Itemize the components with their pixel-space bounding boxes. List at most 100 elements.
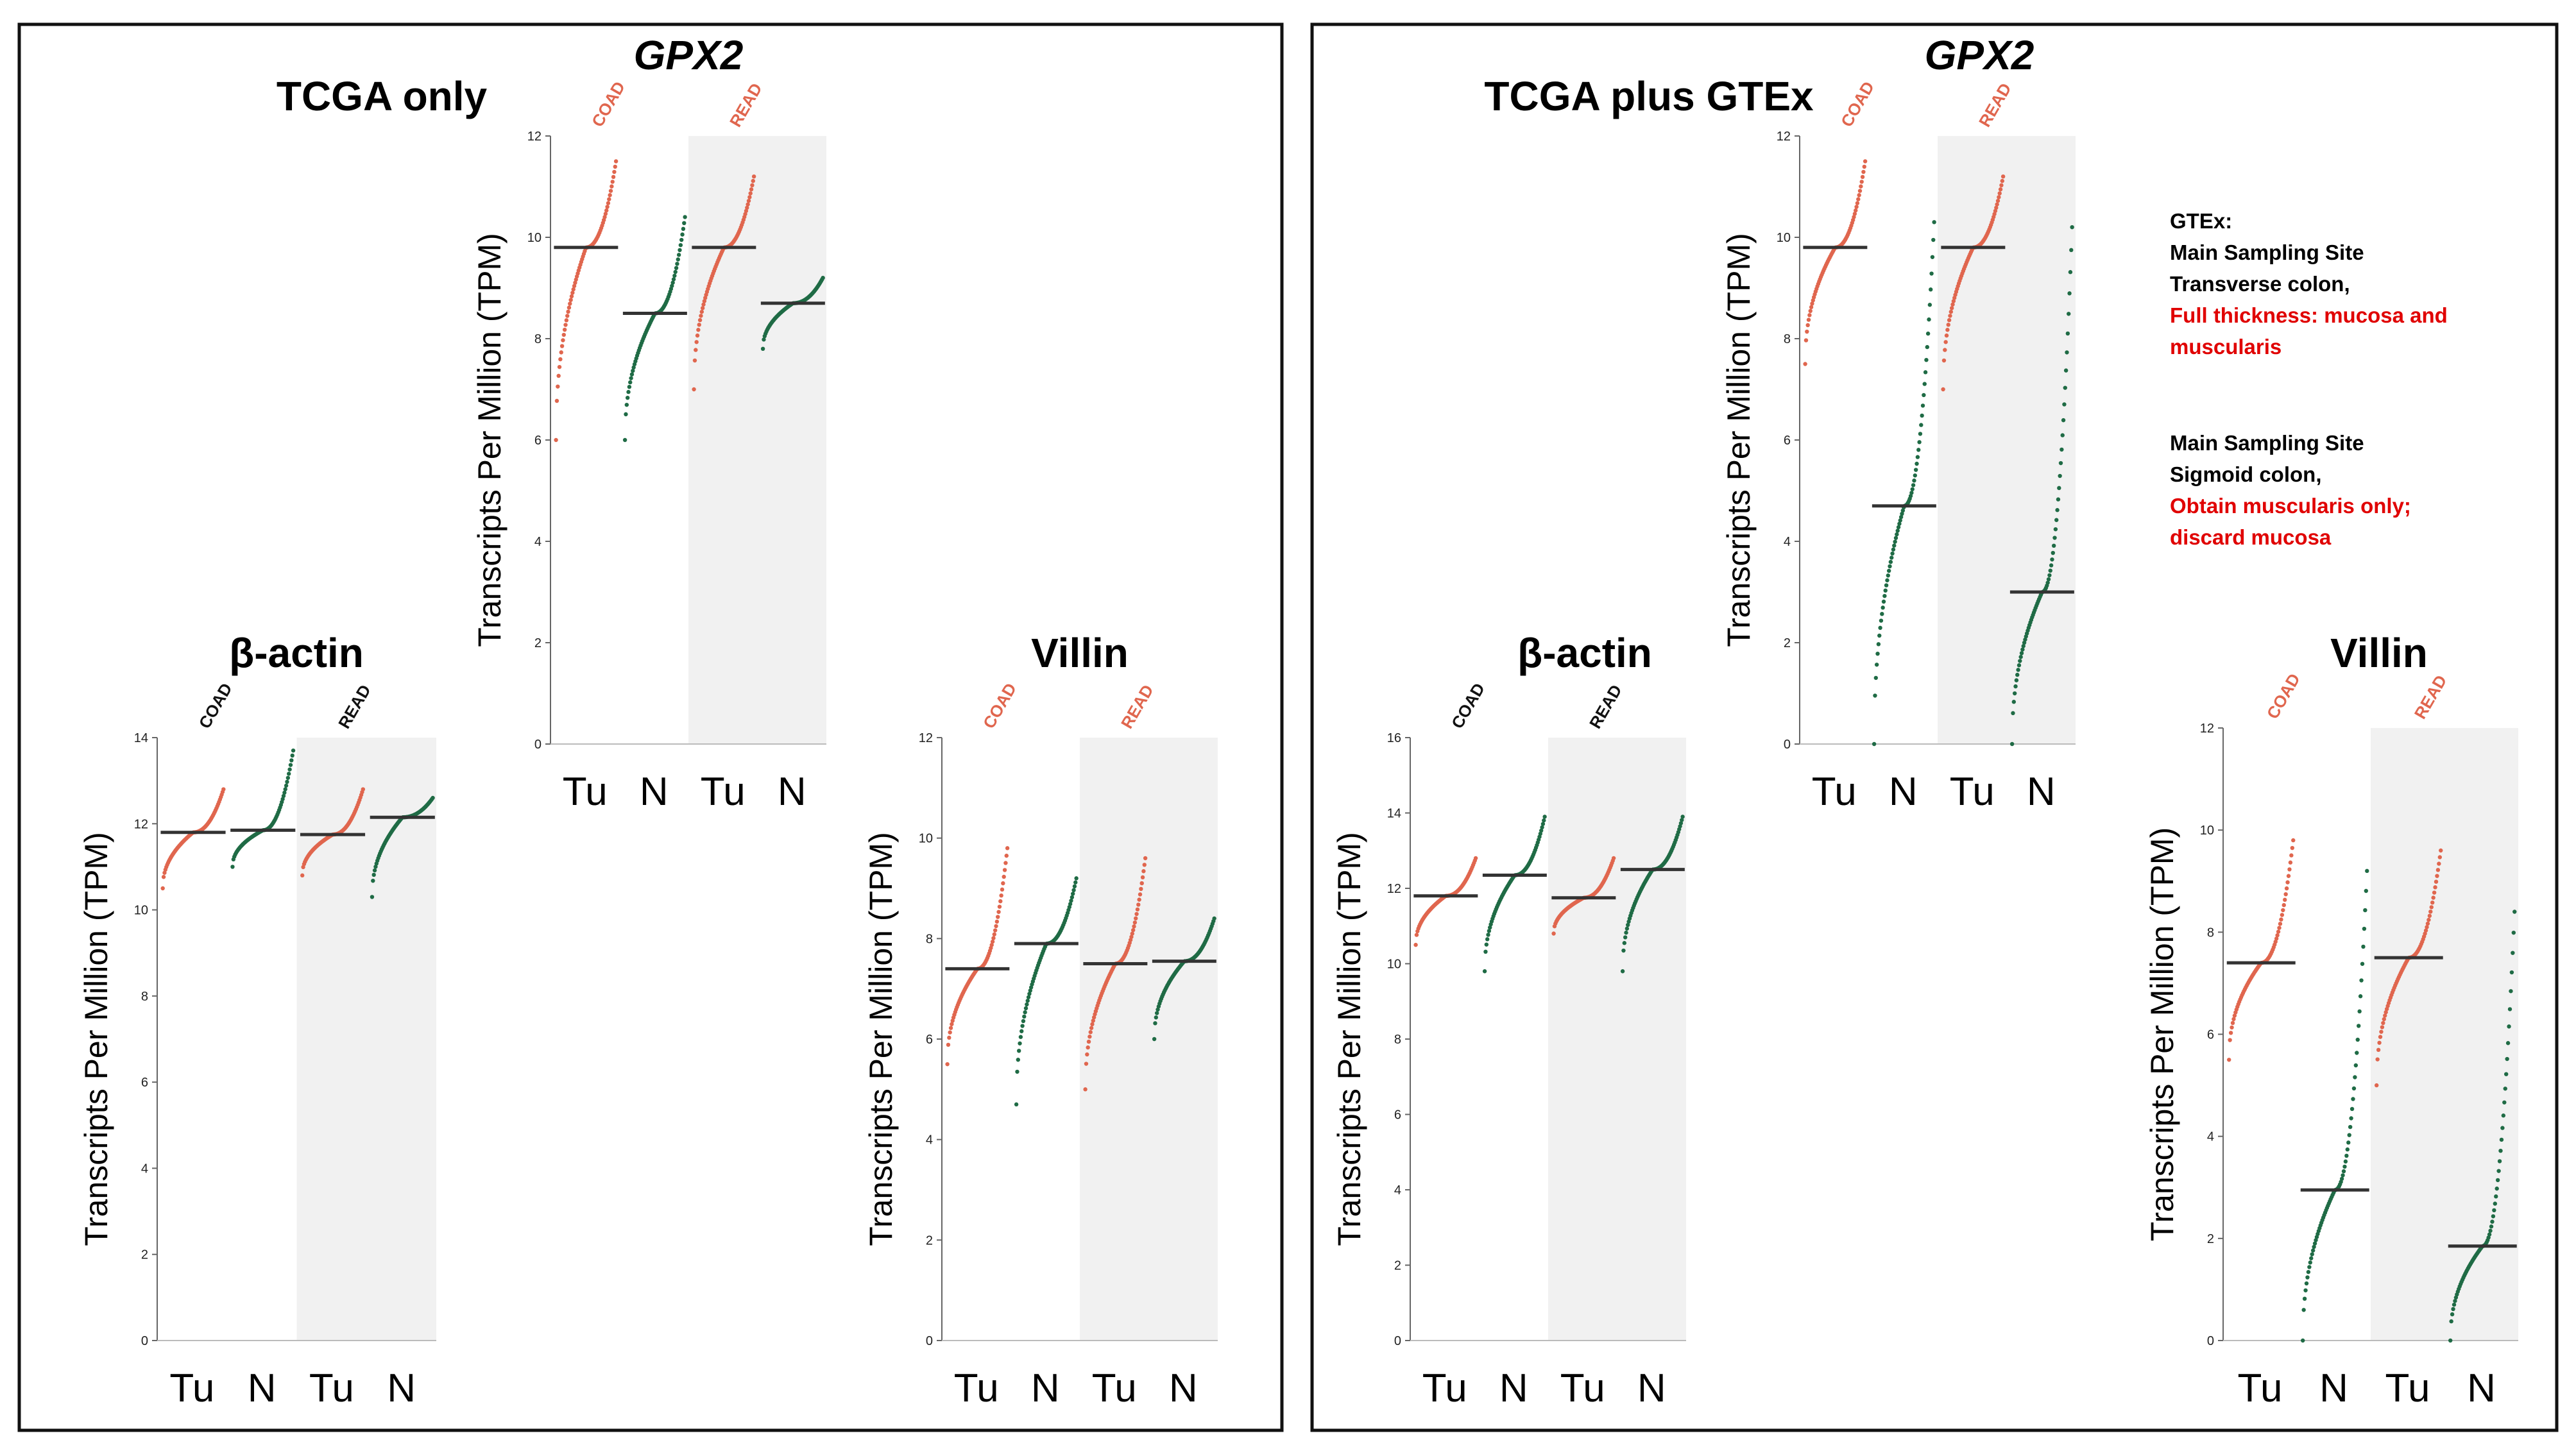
- data-point: [1212, 916, 1216, 921]
- data-point: [1913, 473, 1918, 478]
- data-point: [2290, 845, 2294, 850]
- x-label-tu: Tu: [1560, 1366, 1605, 1410]
- data-point: [2052, 536, 2057, 540]
- data-point: [1485, 937, 1490, 942]
- data-point: [1542, 818, 1546, 823]
- y-tick-label: 10: [2200, 824, 2214, 838]
- data-point: [565, 314, 570, 318]
- y-tick-label: 8: [141, 990, 148, 1004]
- data-point: [289, 758, 294, 763]
- data-point: [2310, 1252, 2314, 1257]
- y-tick-label: 12: [919, 731, 933, 745]
- data-point: [991, 936, 996, 940]
- data-point: [1680, 815, 1685, 819]
- data-point: [1873, 675, 1879, 681]
- data-point: [1886, 573, 1890, 578]
- data-point: [1922, 393, 1926, 398]
- data-point: [1912, 478, 1916, 483]
- data-point: [678, 248, 682, 253]
- data-point: [2362, 926, 2367, 931]
- data-point: [1132, 920, 1138, 925]
- data-point: [2314, 1238, 2318, 1242]
- data-point: [947, 1035, 951, 1040]
- column-tumor-2: [1941, 174, 2006, 392]
- data-point: [2280, 913, 2285, 917]
- data-point: [1810, 301, 1814, 306]
- data-point: [2301, 1308, 2306, 1312]
- data-point: [1852, 215, 1856, 219]
- y-tick-label: 8: [926, 932, 933, 946]
- data-point: [1023, 1006, 1028, 1011]
- data-point: [1875, 651, 1880, 656]
- data-point: [1805, 329, 1809, 334]
- data-point: [2062, 402, 2067, 407]
- data-point: [1070, 895, 1075, 900]
- data-point: [1916, 448, 1921, 452]
- data-point: [2511, 951, 2515, 955]
- data-point: [2423, 931, 2427, 936]
- data-point: [631, 368, 635, 373]
- data-point: [1997, 195, 2001, 199]
- data-point: [2051, 550, 2056, 555]
- x-label-tu: Tu: [563, 770, 608, 814]
- y-tick-label: 4: [534, 535, 542, 549]
- data-point: [1069, 899, 1073, 903]
- data-point: [1949, 309, 1953, 314]
- data-point: [370, 895, 375, 899]
- data-point: [2428, 910, 2433, 914]
- data-point: [1135, 907, 1140, 912]
- data-point: [1068, 902, 1073, 906]
- data-point: [673, 269, 678, 275]
- y-axis-label: Transcripts Per Million (TPM): [472, 233, 508, 647]
- data-point: [2349, 1116, 2353, 1121]
- data-point: [994, 924, 998, 929]
- y-tick-label: 2: [1394, 1259, 1401, 1273]
- y-tick-label: 10: [527, 231, 542, 245]
- data-point: [2023, 637, 2027, 642]
- data-point: [603, 212, 608, 216]
- data-point: [2344, 1153, 2349, 1158]
- data-point: [2067, 291, 2072, 296]
- data-point: [2065, 331, 2070, 336]
- data-point: [2433, 885, 2437, 890]
- data-point: [283, 787, 287, 791]
- data-point: [996, 915, 1000, 919]
- data-point: [1022, 1014, 1027, 1019]
- data-point: [2351, 1097, 2355, 1101]
- charts-layer: 0 2 4 6 8 10 12 Transcripts Per Million (TPM) GP…: [78, 32, 2518, 1410]
- data-point: [1014, 1102, 1019, 1107]
- data-point: [2304, 1281, 2309, 1286]
- data-point: [1995, 202, 1999, 207]
- data-point: [2281, 908, 2285, 913]
- data-point: [1878, 625, 1882, 630]
- data-point: [1028, 988, 1032, 993]
- x-label-tu: Tu: [701, 770, 746, 814]
- y-tick-label: 6: [926, 1033, 933, 1047]
- data-point: [1861, 169, 1866, 174]
- data-point: [1888, 564, 1892, 569]
- chart-title: Villin: [1031, 630, 1129, 676]
- data-point: [999, 893, 1003, 898]
- data-point: [2360, 961, 2365, 966]
- data-point: [1487, 929, 1492, 933]
- y-tick-label: 12: [2200, 722, 2214, 736]
- y-tick-label: 8: [1784, 332, 1791, 346]
- x-label-tu: Tu: [1422, 1366, 1467, 1410]
- data-point: [2274, 936, 2279, 941]
- data-point: [1911, 483, 1916, 487]
- data-point: [1090, 1022, 1095, 1027]
- read-shading: [1548, 738, 1686, 1341]
- data-point: [1016, 1049, 1021, 1053]
- data-point: [2019, 651, 2024, 656]
- data-point: [556, 373, 561, 378]
- x-label-n: N: [640, 770, 669, 814]
- data-point: [1860, 174, 1865, 180]
- column-tumor-0: [2226, 838, 2296, 1062]
- column-normal-1: [1014, 876, 1079, 1107]
- data-point: [2430, 900, 2435, 905]
- data-point: [1413, 942, 1418, 947]
- data-point: [624, 412, 628, 417]
- data-point: [2231, 1017, 2236, 1022]
- data-point: [1680, 818, 1684, 822]
- data-point: [701, 302, 706, 307]
